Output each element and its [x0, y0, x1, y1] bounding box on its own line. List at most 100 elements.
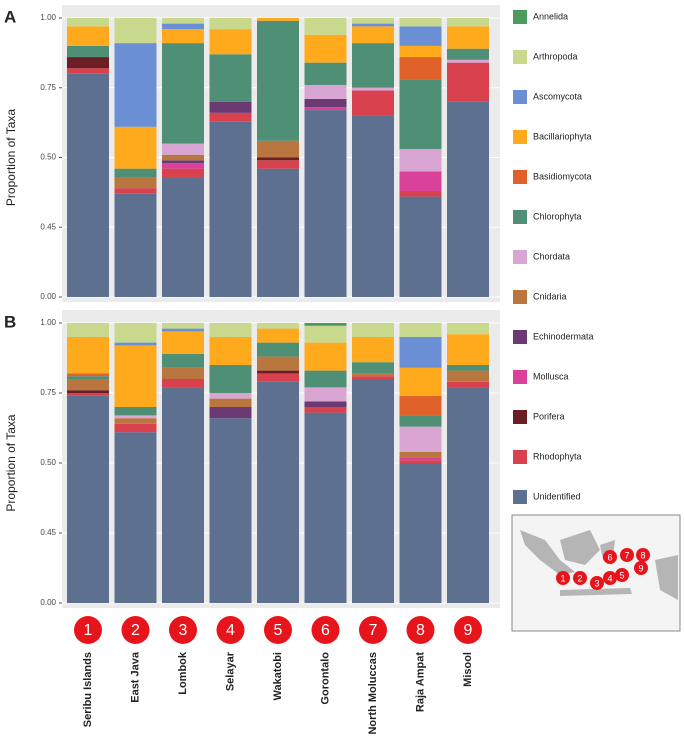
site-badge — [169, 616, 197, 644]
map-site-marker — [615, 568, 629, 582]
bar-segment — [399, 149, 442, 172]
site-badge — [406, 616, 435, 644]
bar-segment — [162, 160, 204, 164]
bar-segment — [304, 370, 347, 388]
bar-segment — [447, 334, 489, 365]
bar-segment — [67, 373, 109, 377]
x-tick-label: Wakatobi — [272, 652, 284, 701]
bar-segment — [257, 370, 299, 374]
bar-segment — [304, 342, 347, 371]
legend-label: Chlorophyta — [533, 211, 582, 221]
bar-segment — [162, 163, 204, 169]
bar-segment — [447, 323, 489, 335]
y-tick-label: 0.50 — [40, 153, 56, 162]
bar-segment — [162, 328, 204, 332]
bar-segment — [162, 379, 204, 388]
bar-segment — [162, 43, 204, 144]
bar-segment — [447, 387, 489, 603]
bar-segment — [304, 98, 347, 108]
map-site-number: 8 — [640, 550, 645, 560]
bar-segment — [209, 54, 252, 102]
bar-segment — [447, 370, 489, 382]
map-frame — [511, 514, 681, 632]
bar-segment — [114, 193, 157, 297]
map-site-number: 4 — [607, 573, 612, 583]
legend-label: Echinodermata — [533, 331, 594, 341]
legend-label: Basidiomycota — [533, 171, 592, 181]
bar-segment — [304, 110, 347, 297]
bar-segment — [304, 18, 347, 35]
x-tick-label: Seribu Islands — [82, 652, 94, 727]
bar-segment — [352, 87, 394, 91]
bar-segment — [209, 323, 252, 337]
bar-segment — [209, 398, 252, 407]
bar-segment — [209, 121, 252, 297]
site-badge — [121, 616, 150, 644]
legend-swatch — [513, 450, 527, 464]
legend-label: Cnidaria — [533, 291, 567, 301]
bar-segment — [352, 43, 394, 88]
x-tick-label: Raja Ampat — [414, 652, 426, 712]
bar-segment — [67, 26, 109, 46]
bar-segment — [352, 337, 394, 363]
site-badge — [359, 616, 387, 644]
legend-label: Mollusca — [533, 371, 569, 381]
bar-segment — [352, 379, 394, 603]
bar-segment — [257, 356, 299, 371]
bar-segment — [399, 45, 442, 58]
x-tick-label: North Moluccas — [367, 652, 379, 735]
bar-segment — [209, 365, 252, 393]
bar-segment — [352, 23, 394, 27]
map-site-number: 9 — [638, 563, 643, 573]
bar-segment — [209, 101, 252, 113]
bar-segment — [257, 373, 299, 382]
site-badge-number: 2 — [131, 622, 140, 639]
x-tick-label: Lombok — [177, 651, 189, 695]
map-site-marker — [573, 571, 587, 585]
bar-segment — [304, 387, 347, 402]
bar-segment — [209, 393, 252, 399]
bar-segment — [162, 367, 204, 379]
bar-segment — [257, 323, 299, 329]
bar-segment — [67, 73, 109, 297]
bar-segment — [399, 415, 442, 427]
bar-segment — [67, 379, 109, 391]
bar-segment — [352, 90, 394, 116]
bar-segment — [304, 325, 347, 343]
bar-segment — [114, 43, 157, 127]
map-site-marker — [603, 550, 617, 564]
x-tick-label: Selayar — [224, 651, 236, 691]
bar-segment — [447, 101, 489, 297]
bar-segment — [257, 342, 299, 357]
map-land — [520, 530, 575, 575]
y-tick-label: 1.00 — [40, 318, 56, 327]
legend-label: Chordata — [533, 251, 570, 261]
bar-segment — [114, 418, 157, 424]
map-land — [560, 588, 632, 596]
bar-segment — [399, 26, 442, 46]
bar-segment — [447, 26, 489, 49]
x-tick-label: Misool — [462, 652, 474, 687]
map-site-marker — [556, 571, 570, 585]
bar-segment — [447, 62, 489, 102]
bar-segment — [447, 381, 489, 388]
site-badge — [454, 616, 482, 644]
bar-segment — [352, 376, 394, 379]
bar-segment — [162, 23, 204, 30]
bar-segment — [304, 401, 347, 407]
bar-segment — [162, 143, 204, 155]
bar-segment — [114, 188, 157, 194]
site-badge — [264, 616, 292, 644]
bar-segment — [162, 353, 204, 368]
bar-segment — [67, 393, 109, 396]
map-site-number: 6 — [607, 552, 612, 562]
legend-label: Unidentified — [533, 491, 581, 501]
bar-segment — [304, 407, 347, 413]
map-site-number: 1 — [560, 573, 565, 583]
map-site-number: 7 — [624, 550, 629, 560]
bar-segment — [447, 59, 489, 63]
site-badge — [216, 616, 245, 644]
site-badge-number: 4 — [226, 622, 235, 639]
bar-segment — [352, 323, 394, 337]
